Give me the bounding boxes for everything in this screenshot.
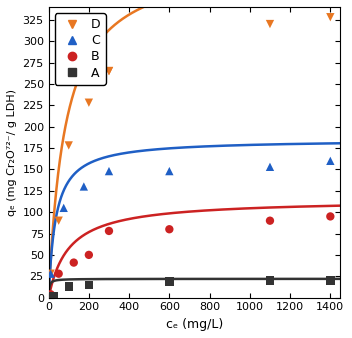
- Point: [51, 293, 56, 299]
- Point: [48, 271, 54, 276]
- Point: [86, 282, 92, 288]
- Point: [106, 68, 112, 74]
- Point: [106, 168, 112, 174]
- Point: [56, 218, 62, 223]
- Y-axis label: qₑ (mg Cr₂O⁷²⁻/ g LDH): qₑ (mg Cr₂O⁷²⁻/ g LDH): [7, 89, 17, 216]
- X-axis label: cₑ (mg/L): cₑ (mg/L): [166, 318, 223, 331]
- Point: [86, 252, 92, 258]
- Point: [327, 214, 333, 219]
- Point: [81, 184, 87, 189]
- Point: [267, 164, 273, 170]
- Point: [267, 21, 273, 27]
- Point: [56, 271, 62, 276]
- Point: [106, 228, 112, 234]
- Point: [267, 218, 273, 223]
- Point: [166, 168, 172, 174]
- Point: [327, 278, 333, 283]
- Point: [66, 284, 71, 289]
- Point: [66, 143, 71, 148]
- Point: [327, 158, 333, 164]
- Point: [86, 100, 92, 105]
- Point: [48, 291, 54, 297]
- Point: [106, 68, 112, 74]
- Point: [61, 205, 67, 211]
- Point: [48, 271, 54, 276]
- Point: [327, 15, 333, 20]
- Point: [71, 260, 77, 265]
- Point: [166, 279, 172, 284]
- Point: [267, 278, 273, 283]
- Point: [166, 226, 172, 232]
- Legend: D, C, B, A: D, C, B, A: [55, 13, 106, 84]
